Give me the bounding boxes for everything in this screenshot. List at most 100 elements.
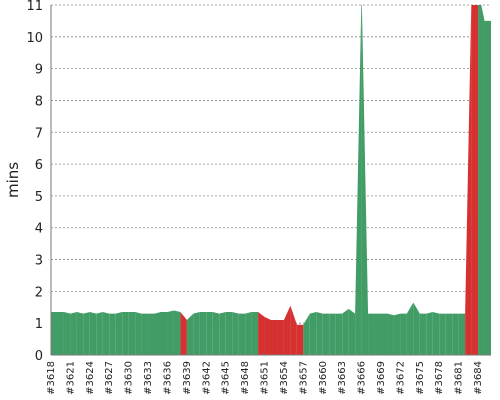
area-segment — [199, 312, 207, 355]
area-segment — [225, 312, 233, 355]
x-tick-label: #3630 — [124, 361, 135, 395]
area-segment — [70, 312, 77, 355]
area-segment — [393, 313, 401, 355]
area-segment — [445, 313, 453, 355]
area-segment — [51, 312, 58, 355]
area-segment — [342, 308, 349, 355]
area-segment — [432, 312, 440, 355]
area-segment — [122, 312, 129, 355]
x-tick-label: #3660 — [318, 361, 329, 395]
area-segment — [109, 313, 116, 355]
area-segment — [96, 312, 103, 355]
area-segment — [258, 312, 265, 355]
area-segment — [264, 316, 271, 355]
area-segment — [290, 305, 297, 355]
x-tick-label: #3651 — [260, 361, 271, 395]
area-segment — [238, 313, 246, 355]
x-tick-label: #3657 — [298, 361, 309, 395]
area-segment — [251, 312, 259, 355]
area-segment — [426, 312, 433, 355]
area-segment — [245, 312, 252, 355]
area-segment — [186, 313, 194, 355]
area-segment — [303, 313, 310, 355]
area-segment — [316, 312, 323, 355]
area-segment — [381, 313, 388, 355]
y-tick-label: 11 — [26, 0, 43, 14]
y-tick-label: 4 — [35, 222, 43, 237]
area-segment — [419, 313, 427, 355]
area-segment — [167, 310, 174, 355]
area-segment — [173, 310, 181, 355]
x-tick-label: #3678 — [434, 361, 445, 395]
y-tick-label: 10 — [26, 31, 43, 46]
area-segment — [452, 313, 459, 355]
x-tick-label: #3624 — [85, 361, 96, 395]
area-segment — [471, 5, 479, 355]
y-tick-label: 3 — [35, 254, 43, 269]
area-segment — [368, 313, 375, 355]
y-tick-label: 2 — [35, 285, 43, 300]
y-axis-label: mins — [4, 162, 22, 198]
x-tick-label: #3642 — [201, 361, 212, 395]
area-segment — [465, 5, 472, 355]
area-segment — [439, 313, 446, 355]
y-tick-label: 6 — [35, 158, 43, 173]
area-segment — [400, 313, 407, 355]
area-segment — [309, 312, 317, 355]
x-tick-label: #3648 — [240, 361, 251, 395]
x-tick-label: #3645 — [221, 361, 232, 395]
x-tick-label: #3627 — [104, 361, 115, 395]
area-segment — [296, 324, 304, 355]
area-segment — [361, 5, 369, 355]
area-segment — [148, 313, 155, 355]
area-segment — [89, 312, 97, 355]
x-tick-label: #3663 — [337, 361, 348, 395]
x-tick-label: #3675 — [415, 361, 426, 395]
area-segment — [387, 313, 394, 355]
area-segment — [329, 313, 336, 355]
x-tick-label: #3636 — [162, 361, 173, 395]
y-tick-label: 5 — [35, 190, 43, 205]
area-segment — [232, 312, 239, 355]
area-segment — [180, 312, 187, 355]
area-segment — [154, 312, 161, 355]
area-segment — [206, 312, 213, 355]
area-segment — [458, 313, 466, 355]
area-segment — [135, 312, 142, 355]
area-segment — [128, 312, 136, 355]
y-tick-label: 9 — [35, 63, 43, 78]
y-tick-label: 7 — [35, 126, 43, 141]
area-segment — [478, 5, 485, 355]
y-tick-label: 1 — [35, 317, 43, 332]
area-segment — [141, 313, 149, 355]
x-tick-label: #3666 — [357, 361, 368, 395]
area-segment — [277, 320, 284, 355]
area-segment — [355, 5, 362, 355]
x-tick-label: #3681 — [454, 361, 465, 395]
y-tick-label: 0 — [35, 349, 43, 364]
area-segment — [413, 302, 420, 355]
area-segment — [406, 302, 414, 355]
area-segment — [161, 312, 168, 355]
area-segment — [335, 313, 343, 355]
x-tick-label: #3618 — [46, 361, 57, 395]
area-segment — [102, 312, 110, 355]
area-segment — [115, 312, 123, 355]
area-segment — [212, 312, 220, 355]
area-segment — [193, 312, 200, 355]
x-tick-label: #3621 — [65, 361, 76, 395]
x-tick-label: #3669 — [376, 361, 387, 395]
plot-area — [51, 5, 491, 355]
area-segment — [322, 313, 330, 355]
x-tick-label: #3672 — [395, 361, 406, 395]
area-segment — [283, 305, 291, 355]
area-segment — [484, 20, 491, 355]
area-segment — [348, 308, 356, 355]
x-tick-label: #3684 — [473, 361, 484, 395]
area-segment — [83, 312, 90, 355]
x-tick-label: #3639 — [182, 361, 193, 395]
grid — [51, 4, 491, 356]
area-segment — [63, 312, 71, 355]
area-segment — [219, 312, 226, 355]
area-segment — [271, 320, 278, 355]
